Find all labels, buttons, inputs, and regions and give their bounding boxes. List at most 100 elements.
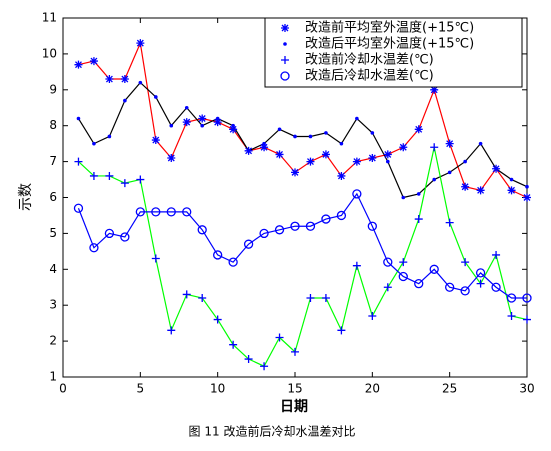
- marker: [509, 177, 514, 182]
- x-tick-label: 5: [137, 382, 145, 396]
- marker: [120, 232, 130, 242]
- marker: [414, 279, 424, 289]
- marker: [383, 283, 392, 292]
- marker: [522, 293, 532, 303]
- marker: [430, 143, 439, 152]
- y-tick-label: 11: [42, 11, 57, 25]
- y-tick-label: 6: [49, 190, 57, 204]
- marker: [416, 192, 421, 196]
- marker: [151, 136, 160, 145]
- y-axis-label: 示数: [18, 183, 34, 211]
- marker: [277, 127, 282, 132]
- legend-label: 改造后冷却水温差(℃): [305, 69, 434, 84]
- marker: [321, 150, 330, 159]
- marker: [445, 218, 454, 227]
- series-line: [78, 147, 528, 368]
- marker: [383, 150, 392, 159]
- marker: [123, 98, 127, 103]
- marker: [244, 355, 253, 364]
- series-line: [78, 40, 528, 199]
- marker: [475, 268, 486, 278]
- marker: [182, 207, 192, 217]
- x-tick-label: 30: [519, 382, 534, 396]
- marker: [507, 186, 516, 195]
- marker: [370, 131, 375, 135]
- marker: [355, 116, 359, 121]
- marker: [120, 75, 129, 84]
- marker: [105, 171, 114, 180]
- marker: [76, 116, 81, 121]
- y-tick-label: 5: [49, 226, 57, 240]
- legend-label: 改造后平均室外温度(+15℃): [305, 36, 474, 52]
- y-tick-label: 1: [49, 370, 57, 384]
- marker: [430, 85, 439, 94]
- marker: [445, 282, 455, 292]
- marker: [432, 177, 437, 182]
- marker: [476, 186, 485, 195]
- marker: [291, 347, 299, 356]
- marker: [476, 279, 485, 288]
- marker: [352, 261, 361, 270]
- marker: [460, 286, 470, 296]
- marker: [336, 210, 347, 221]
- legend-label: 改造前平均室外温度(+15℃): [305, 20, 474, 36]
- marker: [445, 139, 454, 148]
- marker: [324, 131, 328, 135]
- marker: [213, 250, 223, 260]
- marker: [523, 315, 531, 324]
- y-tick-label: 9: [49, 82, 57, 96]
- marker: [399, 143, 408, 152]
- marker: [386, 159, 390, 164]
- marker: [321, 214, 331, 224]
- marker: [154, 95, 158, 99]
- marker: [506, 293, 517, 303]
- marker: [337, 171, 346, 180]
- marker: [447, 170, 452, 175]
- marker: [213, 118, 222, 127]
- marker: [461, 182, 470, 191]
- marker: [229, 125, 238, 134]
- marker: [337, 326, 346, 335]
- marker: [368, 154, 377, 163]
- series-line: [77, 192, 527, 299]
- marker: [243, 239, 254, 249]
- marker: [291, 168, 299, 177]
- marker: [414, 125, 423, 134]
- marker: [306, 157, 315, 166]
- marker: [169, 123, 174, 128]
- marker: [136, 175, 145, 184]
- marker: [198, 294, 207, 303]
- x-tick-label: 25: [442, 382, 457, 396]
- marker: [92, 141, 96, 146]
- marker: [352, 157, 361, 166]
- marker: [275, 150, 284, 159]
- marker: [197, 225, 207, 235]
- marker: [74, 60, 83, 69]
- marker: [107, 134, 112, 139]
- marker: [274, 225, 285, 235]
- series-line: [77, 81, 528, 199]
- marker: [200, 123, 204, 128]
- marker: [184, 105, 189, 110]
- caption: 图 11 改造前后冷却水温差对比: [189, 424, 356, 439]
- marker: [213, 315, 222, 324]
- marker: [198, 114, 207, 123]
- y-tick-label: 3: [49, 298, 57, 312]
- marker: [523, 193, 531, 202]
- marker: [525, 184, 529, 189]
- marker: [401, 195, 406, 200]
- marker: [262, 141, 266, 146]
- marker: [215, 116, 220, 121]
- marker: [182, 118, 191, 127]
- marker: [89, 171, 98, 180]
- x-tick-label: 15: [287, 382, 302, 396]
- marker: [352, 189, 362, 199]
- marker: [228, 257, 238, 267]
- marker: [305, 221, 316, 231]
- marker: [494, 166, 498, 171]
- marker: [275, 333, 284, 342]
- y-tick-label: 7: [49, 154, 57, 168]
- marker: [306, 294, 315, 303]
- marker: [89, 57, 98, 66]
